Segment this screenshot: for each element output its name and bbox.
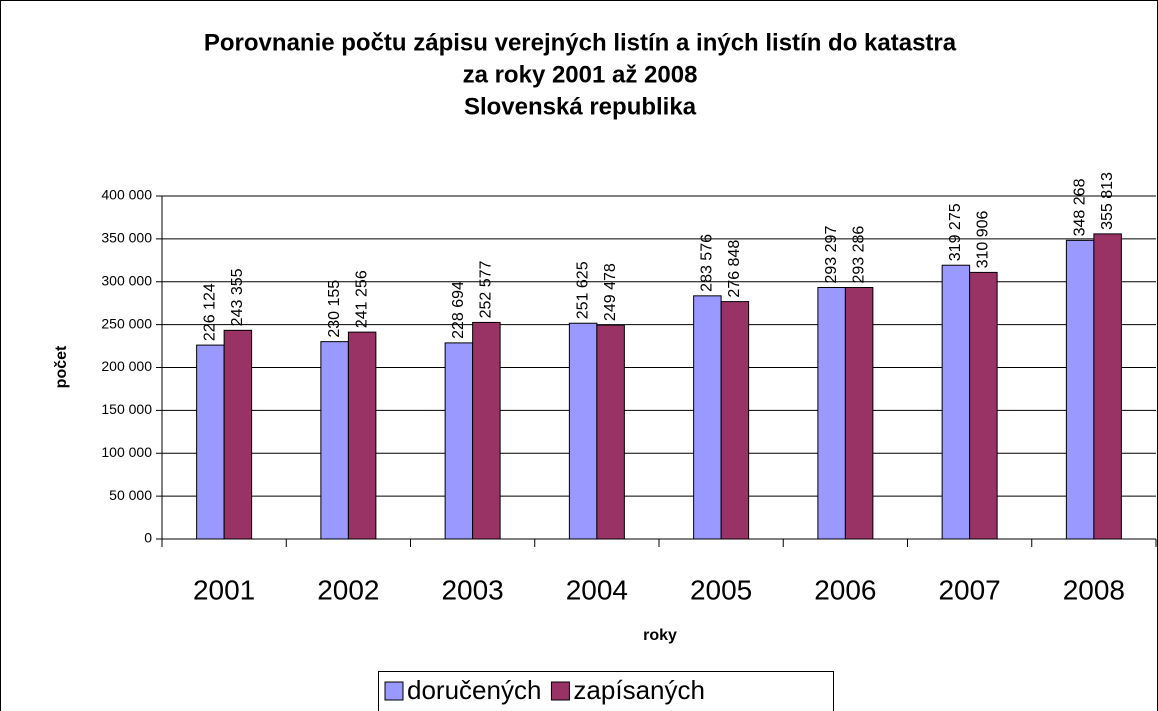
value-label: 251 625 (574, 261, 591, 319)
y-tick-label: 200 000 (101, 358, 152, 374)
y-tick-label: 400 000 (101, 187, 152, 203)
bar (1093, 233, 1122, 540)
value-label: 310 906 (975, 210, 992, 268)
bar (969, 271, 998, 540)
chart-title: Porovnanie počtu zápisu verejných listín… (204, 29, 957, 56)
value-label: 319 275 (947, 203, 964, 261)
bar (720, 301, 750, 540)
bar (196, 344, 225, 540)
bar (568, 322, 598, 540)
chart-title: za roky 2001 až 2008 (463, 61, 698, 88)
bar (347, 331, 377, 540)
y-tick-label: 150 000 (101, 401, 152, 417)
value-label: 230 155 (326, 280, 343, 338)
x-tick-label: 2002 (317, 574, 379, 605)
bar (844, 287, 874, 540)
value-label: 241 256 (353, 270, 370, 328)
bar (320, 341, 349, 540)
bar (941, 264, 971, 540)
y-tick-label: 100 000 (101, 444, 152, 460)
y-tick-label: 50 000 (109, 487, 152, 503)
x-tick-label: 2003 (441, 574, 503, 605)
legend-swatch (550, 681, 570, 701)
legend (378, 671, 834, 711)
x-tick-label: 2001 (193, 574, 255, 605)
bar (596, 324, 625, 540)
bar (223, 329, 253, 540)
value-label: 283 576 (699, 234, 716, 292)
y-tick-label: 300 000 (101, 272, 152, 288)
bar (693, 295, 722, 540)
value-label: 355 813 (1099, 172, 1116, 230)
value-label: 293 286 (850, 226, 867, 284)
legend-swatch (384, 681, 404, 701)
value-label: 226 124 (202, 283, 219, 341)
bar (444, 342, 474, 540)
chart-title: Slovenská republika (464, 93, 697, 120)
legend-label: zapísaných (573, 675, 705, 705)
value-label: 293 297 (823, 226, 840, 284)
x-tick-label: 2007 (938, 574, 1000, 605)
x-tick-label: 2006 (814, 574, 876, 605)
y-tick-label: 250 000 (101, 315, 152, 331)
y-tick-label: 0 (144, 530, 152, 546)
value-label: 348 268 (1071, 178, 1088, 236)
x-tick-label: 2008 (1063, 574, 1125, 605)
value-label: 228 694 (450, 281, 467, 339)
x-tick-label: 2005 (690, 574, 752, 605)
value-label: 252 577 (478, 260, 495, 318)
value-label: 249 478 (602, 263, 619, 321)
bar (817, 286, 846, 540)
value-label: 243 355 (229, 268, 246, 326)
bar (472, 321, 501, 540)
bar (1065, 239, 1095, 540)
value-label: 276 848 (726, 240, 743, 298)
y-tick-label: 350 000 (101, 230, 152, 246)
x-tick-label: 2004 (566, 574, 628, 605)
legend-label: doručených (407, 675, 541, 705)
y-axis-label: počet (53, 345, 70, 388)
x-axis-label: roky (643, 627, 677, 644)
